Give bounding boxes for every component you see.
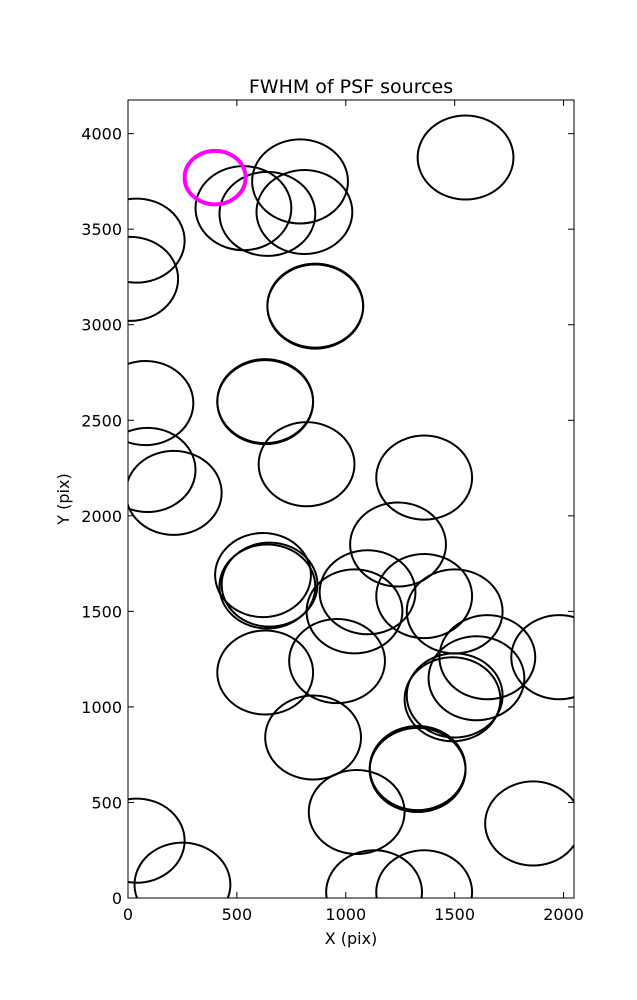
y-tick-label: 3000 bbox=[81, 316, 122, 335]
source-circle-10 bbox=[128, 360, 195, 447]
highlight-circle bbox=[182, 148, 248, 207]
source-circle-40 bbox=[375, 849, 474, 898]
x-tick-label: 1500 bbox=[434, 905, 475, 924]
source-circle-27 bbox=[427, 635, 526, 722]
source-circle-21 bbox=[318, 549, 417, 636]
source-circle-12 bbox=[216, 359, 315, 446]
source-circle-29 bbox=[405, 652, 504, 739]
source-circle-9 bbox=[266, 263, 365, 350]
y-tick-label: 1000 bbox=[81, 698, 122, 717]
source-circle-23 bbox=[375, 553, 474, 640]
source-circle-15 bbox=[257, 421, 356, 508]
y-tick-label: 2500 bbox=[81, 411, 122, 430]
x-tick-label: 0 bbox=[123, 905, 133, 924]
source-circle-32 bbox=[264, 694, 363, 781]
y-tick-label: 500 bbox=[91, 793, 122, 812]
source-circle-2 bbox=[128, 197, 186, 284]
source-circle-33 bbox=[368, 726, 467, 814]
x-tick-label: 2000 bbox=[543, 905, 584, 924]
source-circle-1 bbox=[416, 114, 515, 201]
source-circle-25 bbox=[438, 614, 537, 701]
y-tick-label: 4000 bbox=[81, 125, 122, 144]
ticks-layer: 0 500 1000 1500 2000 0 500 1000 1500 2000 2500 3000… bbox=[81, 100, 584, 924]
source-circle-38 bbox=[133, 841, 232, 898]
source-circle-20 bbox=[220, 541, 319, 628]
x-tick-label: 500 bbox=[222, 905, 253, 924]
y-tick-label: 2000 bbox=[81, 507, 122, 526]
source-circle-7 bbox=[255, 168, 354, 256]
source-circle-31 bbox=[288, 618, 386, 705]
source-circle-18 bbox=[214, 532, 312, 619]
source-circle-39 bbox=[325, 849, 423, 898]
source-circle-4 bbox=[194, 165, 293, 252]
source-circle-13 bbox=[128, 426, 197, 513]
x-tick-label: 1000 bbox=[325, 905, 366, 924]
source-circle-26 bbox=[510, 614, 574, 701]
source-circle-17 bbox=[349, 501, 447, 588]
source-circle-35 bbox=[307, 768, 406, 856]
source-circle-36 bbox=[484, 780, 574, 867]
y-tick-label: 1500 bbox=[81, 602, 122, 621]
plot-frame bbox=[127, 99, 575, 899]
source-circle-30 bbox=[216, 629, 315, 716]
y-axis-label: Y (pix) bbox=[54, 473, 73, 525]
source-circle-16 bbox=[375, 434, 474, 521]
y-tick-label: 0 bbox=[112, 889, 122, 908]
chart-title: FWHM of PSF sources bbox=[249, 76, 453, 98]
source-circle-6 bbox=[251, 138, 349, 225]
source-circle-14 bbox=[128, 449, 223, 536]
source-circle-37 bbox=[128, 797, 186, 884]
source-circle-5 bbox=[218, 170, 317, 257]
source-circle-22 bbox=[305, 568, 404, 655]
data-layer bbox=[128, 114, 574, 898]
source-circle-34 bbox=[368, 725, 467, 812]
x-axis-label: X (pix) bbox=[325, 929, 378, 948]
source-circle-3 bbox=[128, 235, 180, 322]
y-tick-label: 3500 bbox=[81, 220, 122, 239]
